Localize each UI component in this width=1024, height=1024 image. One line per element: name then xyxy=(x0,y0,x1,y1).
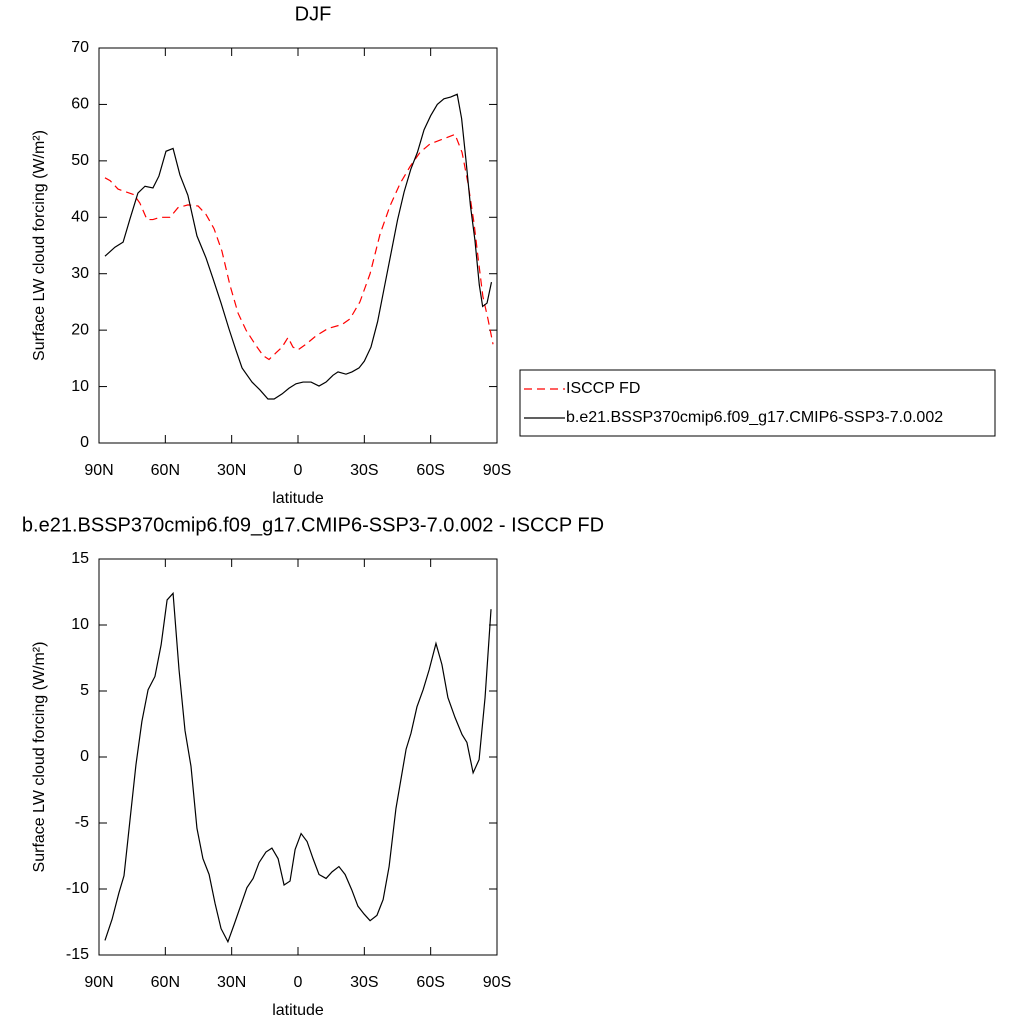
data-line xyxy=(104,133,494,361)
y-tick-label: 60 xyxy=(71,96,89,113)
y-tick-label: -15 xyxy=(66,946,89,963)
y-tick-label: 10 xyxy=(71,378,89,395)
y-tick-label: 30 xyxy=(71,265,89,282)
y-tick-label: -5 xyxy=(75,814,89,831)
y-tick-label: 0 xyxy=(80,434,89,451)
x-tick-label: 30N xyxy=(217,974,246,991)
y-tick-label: 50 xyxy=(71,152,89,169)
data-line xyxy=(104,591,492,944)
x-tick-label: 90S xyxy=(483,462,511,479)
y-tick-label: 0 xyxy=(80,748,89,765)
x-tick-label: 0 xyxy=(294,462,303,479)
legend-label: ISCCP FD xyxy=(566,380,640,397)
chart-title: b.e21.BSSP370cmip6.f09_g17.CMIP6-SSP3-7.… xyxy=(22,514,604,536)
y-tick-label: 10 xyxy=(71,616,89,633)
y-tick-label: 20 xyxy=(71,321,89,338)
x-axis-label: latitude xyxy=(272,490,324,507)
x-tick-label: 0 xyxy=(294,974,303,991)
x-tick-label: 90S xyxy=(483,974,511,991)
x-tick-label: 30S xyxy=(350,462,378,479)
x-tick-label: 60N xyxy=(151,974,180,991)
y-tick-label: 5 xyxy=(80,682,89,699)
x-tick-label: 60N xyxy=(151,462,180,479)
y-tick-label: 15 xyxy=(71,550,89,567)
chart-title: DJF xyxy=(295,3,332,25)
data-line xyxy=(104,93,493,400)
y-axis-label: Surface LW cloud forcing (W/m²) xyxy=(31,130,48,361)
x-tick-label: 30N xyxy=(217,462,246,479)
x-tick-label: 60S xyxy=(416,974,444,991)
legend-box xyxy=(519,369,996,437)
plot-frame xyxy=(98,558,498,956)
y-tick-label: 70 xyxy=(71,39,89,56)
x-tick-label: 30S xyxy=(350,974,378,991)
y-tick-label: 40 xyxy=(71,209,89,226)
y-tick-label: -10 xyxy=(66,880,89,897)
y-axis-label: Surface LW cloud forcing (W/m²) xyxy=(31,642,48,873)
x-tick-label: 90N xyxy=(84,462,113,479)
legend-label: b.e21.BSSP370cmip6.f09_g17.CMIP6-SSP3-7.… xyxy=(566,409,943,426)
x-tick-label: 90N xyxy=(84,974,113,991)
x-axis-label: latitude xyxy=(272,1002,324,1019)
x-tick-label: 60S xyxy=(416,462,444,479)
